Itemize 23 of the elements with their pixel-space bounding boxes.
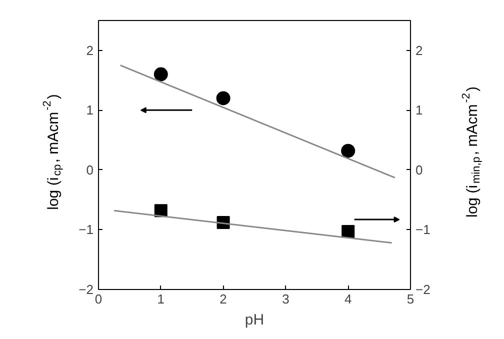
point xyxy=(216,91,230,106)
point xyxy=(154,204,168,218)
y-tick-label: −2 xyxy=(78,282,94,297)
x-tick-label: 5 xyxy=(406,292,414,306)
y2-tick-label: −2 xyxy=(416,282,430,297)
y-tick-label: −1 xyxy=(78,222,94,238)
x-tick-label: 4 xyxy=(344,292,352,306)
point xyxy=(342,225,355,238)
y-tick-label: 0 xyxy=(86,162,94,178)
y-tick-label: 2 xyxy=(86,42,94,58)
y2-tick-label: 2 xyxy=(416,42,423,58)
y2-tick-label: 0 xyxy=(416,162,423,178)
point xyxy=(154,67,168,82)
x-axis-title: pH xyxy=(244,312,264,328)
y-tick-label: 1 xyxy=(86,102,94,118)
y2-axis-title: log (imin,p, mAcm-2) xyxy=(460,86,482,218)
x-tick-label: 3 xyxy=(282,292,290,306)
y-axis-title: log (icp, mAcm-2) xyxy=(42,94,64,210)
point xyxy=(341,144,356,158)
y2-tick-label: 1 xyxy=(416,102,423,118)
y2-tick-label: −1 xyxy=(416,222,430,238)
x-tick-label: 1 xyxy=(157,292,165,306)
x-tick-label: 2 xyxy=(220,292,227,306)
